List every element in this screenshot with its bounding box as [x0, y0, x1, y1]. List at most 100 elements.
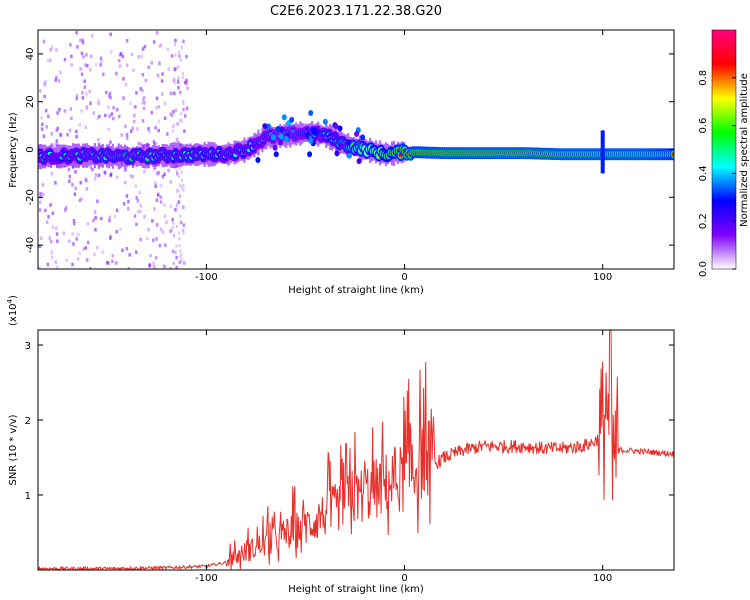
heatmap-cell — [99, 63, 102, 67]
heatmap-cell — [170, 229, 173, 233]
heatmap-cell — [347, 152, 352, 159]
spectrogram-y-axis-label: Frequency (Hz) — [8, 112, 19, 188]
heatmap-cell — [308, 137, 314, 144]
heatmap-cell — [278, 133, 284, 140]
heatmap-cell — [154, 256, 158, 260]
heatmap-cell — [142, 106, 146, 111]
heatmap-cell — [171, 249, 175, 253]
heatmap-cell — [44, 80, 47, 84]
heatmap-cell — [140, 54, 144, 59]
heatmap-cell — [107, 127, 110, 132]
heatmap-cell — [312, 129, 318, 136]
heatmap-cell — [80, 51, 84, 56]
heatmap-cell — [129, 101, 132, 106]
heatmap-cell — [93, 252, 96, 257]
heatmap-cell — [115, 261, 118, 265]
heatmap-cell — [77, 232, 80, 237]
heatmap-cell — [85, 92, 88, 96]
heatmap-cell — [169, 112, 172, 116]
y-tick-label: -20 — [25, 189, 36, 205]
heatmap-cell — [78, 251, 81, 255]
snr-series — [38, 330, 674, 570]
heatmap-cell — [96, 245, 99, 250]
heatmap-cell — [127, 199, 130, 204]
heatmap-cell — [133, 113, 136, 118]
heatmap-cell — [333, 123, 339, 130]
heatmap-cell — [94, 215, 97, 220]
x-tick-label: 100 — [593, 272, 612, 283]
snr-multiplier-base: (x10 — [8, 303, 19, 326]
heatmap-cell — [155, 237, 158, 241]
heatmap-cell — [143, 101, 147, 105]
heatmap-cell — [177, 231, 181, 235]
heatmap-cell — [164, 265, 167, 269]
heatmap-cell — [143, 95, 146, 100]
heatmap-cell — [172, 91, 176, 95]
heatmap-cell — [182, 107, 185, 112]
colorbar-gradient — [711, 29, 737, 270]
heatmap-cell — [174, 108, 178, 113]
heatmap-cell — [186, 106, 189, 111]
heatmap-cell — [66, 133, 69, 137]
heatmap-cell — [157, 193, 160, 197]
heatmap-cell — [154, 126, 157, 130]
heatmap-cell — [159, 227, 163, 232]
heatmap-cell — [136, 199, 140, 203]
heatmap-cell — [125, 133, 129, 137]
y-tick-label: 0 — [25, 146, 36, 152]
heatmap-cell — [159, 43, 163, 47]
y-tick-label: 40 — [25, 48, 36, 61]
heatmap-cell — [47, 114, 50, 119]
colorbar-label: Normalized spectral amplitude — [739, 73, 750, 227]
heatmap-cell — [178, 166, 181, 170]
heatmap-cell — [75, 129, 78, 134]
heatmap-cell — [97, 101, 100, 106]
heatmap-cell — [54, 181, 57, 185]
heatmap-cell — [144, 78, 148, 83]
heatmap-cell — [42, 39, 46, 44]
heatmap-cell — [147, 65, 150, 69]
heatmap-cell — [38, 244, 42, 249]
heatmap-cell — [74, 170, 77, 174]
heatmap-cell — [163, 203, 166, 207]
heatmap-cell — [127, 207, 130, 211]
heatmap-cell — [671, 152, 674, 157]
heatmap-cell — [76, 45, 79, 49]
heatmap-cell — [178, 50, 181, 54]
heatmap-cell — [41, 192, 45, 196]
heatmap-cell — [161, 174, 165, 179]
heatmap-cell — [322, 118, 328, 125]
heatmap-cell — [79, 181, 82, 185]
heatmap-cell — [115, 71, 118, 76]
heatmap-cell — [131, 126, 134, 131]
heatmap-cell — [334, 150, 340, 157]
heatmap-cell — [81, 90, 84, 95]
heatmap-cell — [86, 63, 89, 68]
heatmap-cell — [103, 171, 107, 175]
heatmap-cell — [56, 126, 59, 131]
heatmap-cell — [121, 248, 124, 253]
heatmap-cell — [85, 187, 89, 191]
heatmap-cell — [139, 204, 143, 208]
heatmap-cell — [83, 79, 86, 83]
heatmap-cell — [153, 167, 156, 172]
heatmap-cell — [176, 202, 179, 206]
heatmap-cell — [159, 195, 163, 199]
heatmap-cell — [175, 204, 178, 208]
heatmap-cell — [71, 183, 74, 187]
heatmap-cell — [94, 228, 97, 232]
heatmap-cell — [57, 79, 61, 83]
heatmap-cell — [49, 48, 52, 52]
heatmap-cell — [89, 101, 92, 106]
heatmap-cell — [100, 59, 103, 63]
heatmap-cell — [102, 72, 105, 77]
heatmap-cell — [143, 44, 147, 49]
heatmap-cell — [46, 58, 50, 63]
heatmap-cell — [108, 91, 112, 96]
heatmap-cell — [82, 247, 86, 251]
heatmap-cell — [182, 230, 185, 234]
heatmap-cell — [62, 231, 66, 235]
heatmap-cell — [141, 119, 145, 123]
heatmap-cell — [124, 168, 127, 172]
heatmap-cell — [172, 129, 175, 133]
